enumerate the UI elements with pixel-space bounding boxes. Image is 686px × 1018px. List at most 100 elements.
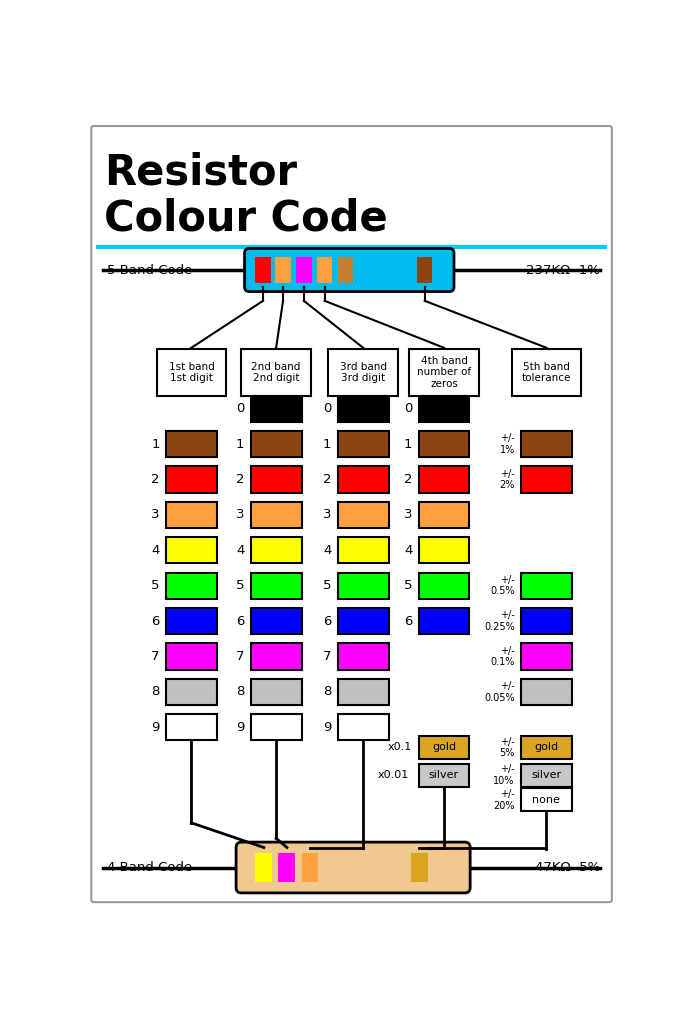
Bar (418, 396, 469, 421)
Bar (250, 466, 302, 493)
Text: +/-
0.1%: +/- 0.1% (490, 645, 514, 668)
Bar (410, 349, 479, 396)
Text: 8: 8 (236, 685, 244, 698)
Text: gold: gold (534, 742, 558, 752)
Text: 3: 3 (152, 508, 160, 521)
Text: Resistor: Resistor (104, 152, 298, 193)
Bar (166, 466, 217, 493)
Text: 1: 1 (236, 438, 244, 451)
Text: 5th band
tolerance: 5th band tolerance (521, 361, 571, 383)
Text: 9: 9 (236, 721, 244, 734)
Text: 5: 5 (323, 579, 331, 592)
Text: +/-
2%: +/- 2% (499, 468, 514, 491)
Text: 6: 6 (323, 615, 331, 628)
Bar (275, 257, 291, 283)
Bar (338, 257, 353, 283)
Bar (250, 679, 302, 705)
Text: 3: 3 (323, 508, 331, 521)
Text: 9: 9 (152, 721, 160, 734)
Bar (329, 349, 398, 396)
Bar (418, 608, 469, 634)
Text: 5 Band Code: 5 Band Code (107, 264, 192, 277)
Text: +/-
0.5%: +/- 0.5% (490, 575, 514, 597)
Bar (521, 643, 572, 670)
Bar (338, 643, 388, 670)
Bar (512, 349, 581, 396)
Text: 4th band
number of
zeros: 4th band number of zeros (417, 356, 471, 389)
Text: silver: silver (532, 771, 561, 780)
Bar (317, 257, 332, 283)
Bar (338, 679, 388, 705)
Text: 6: 6 (236, 615, 244, 628)
Text: none: none (532, 795, 560, 805)
Bar (338, 502, 388, 528)
Text: 8: 8 (323, 685, 331, 698)
Text: +/-
0.25%: +/- 0.25% (484, 611, 514, 632)
Bar (255, 853, 272, 883)
Text: 7: 7 (323, 651, 331, 663)
Text: gold: gold (432, 742, 456, 752)
Bar (521, 431, 572, 457)
Text: 1: 1 (323, 438, 331, 451)
Bar (157, 349, 226, 396)
Bar (338, 572, 388, 599)
Text: 7: 7 (152, 651, 160, 663)
Bar (250, 572, 302, 599)
Bar (521, 788, 572, 811)
Bar (250, 431, 302, 457)
Bar (166, 572, 217, 599)
Bar (250, 715, 302, 740)
Text: 4: 4 (323, 544, 331, 557)
Bar (338, 715, 388, 740)
Bar (418, 431, 469, 457)
Bar (418, 538, 469, 563)
Bar (418, 764, 469, 787)
Text: +/-
10%: +/- 10% (493, 765, 514, 786)
Bar (338, 396, 388, 421)
Bar (250, 538, 302, 563)
Text: +/-
5%: +/- 5% (499, 737, 514, 758)
Bar (521, 679, 572, 705)
Text: 0: 0 (236, 402, 244, 415)
Bar (166, 538, 217, 563)
Bar (417, 257, 432, 283)
Bar (166, 679, 217, 705)
FancyBboxPatch shape (244, 248, 454, 291)
Text: 0: 0 (323, 402, 331, 415)
Bar (411, 853, 428, 883)
Text: 3rd band
3rd digit: 3rd band 3rd digit (340, 361, 387, 383)
Bar (521, 764, 572, 787)
Text: 9: 9 (323, 721, 331, 734)
Text: 1st band
1st digit: 1st band 1st digit (169, 361, 214, 383)
Text: 4 Band Code: 4 Band Code (107, 861, 192, 874)
Bar (166, 715, 217, 740)
Text: 3: 3 (404, 508, 412, 521)
Bar (418, 736, 469, 759)
Bar (338, 608, 388, 634)
Text: silver: silver (429, 771, 459, 780)
Bar (250, 502, 302, 528)
Text: 1: 1 (152, 438, 160, 451)
Bar (250, 608, 302, 634)
Text: 7: 7 (236, 651, 244, 663)
Bar (250, 396, 302, 421)
Text: x0.01: x0.01 (378, 771, 410, 780)
Bar (418, 502, 469, 528)
Bar (521, 736, 572, 759)
FancyBboxPatch shape (91, 126, 612, 902)
Text: +/-
0.05%: +/- 0.05% (484, 681, 514, 702)
Text: +/-
1%: +/- 1% (499, 434, 514, 455)
Text: 2: 2 (152, 473, 160, 486)
Text: 6: 6 (404, 615, 412, 628)
Text: 6: 6 (152, 615, 160, 628)
Text: x0.1: x0.1 (388, 742, 412, 752)
Text: 2: 2 (404, 473, 412, 486)
Bar (338, 538, 388, 563)
Text: 3: 3 (236, 508, 244, 521)
Bar (279, 853, 296, 883)
Text: 2: 2 (323, 473, 331, 486)
Text: 8: 8 (152, 685, 160, 698)
Bar (241, 349, 311, 396)
Bar (250, 643, 302, 670)
Bar (296, 257, 311, 283)
